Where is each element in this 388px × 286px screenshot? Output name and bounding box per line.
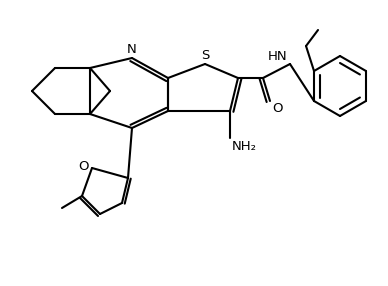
- Text: N: N: [127, 43, 137, 56]
- Text: S: S: [201, 49, 209, 62]
- Text: NH₂: NH₂: [232, 140, 257, 153]
- Text: O: O: [78, 160, 89, 174]
- Text: O: O: [272, 102, 282, 115]
- Text: HN: HN: [267, 50, 287, 63]
